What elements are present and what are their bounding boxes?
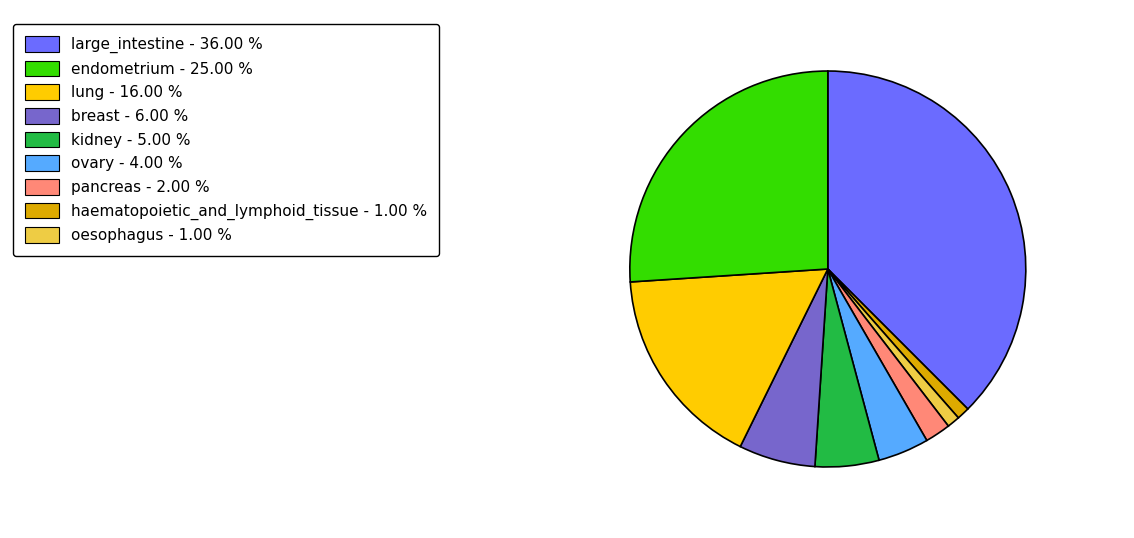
Wedge shape — [741, 269, 828, 466]
Wedge shape — [828, 71, 1026, 409]
Wedge shape — [631, 269, 828, 447]
Wedge shape — [828, 269, 926, 460]
Wedge shape — [629, 71, 828, 282]
Wedge shape — [828, 269, 948, 441]
Wedge shape — [828, 269, 967, 418]
Wedge shape — [828, 269, 958, 426]
Legend: large_intestine - 36.00 %, endometrium - 25.00 %, lung - 16.00 %, breast - 6.00 : large_intestine - 36.00 %, endometrium -… — [14, 24, 440, 256]
Wedge shape — [815, 269, 879, 467]
